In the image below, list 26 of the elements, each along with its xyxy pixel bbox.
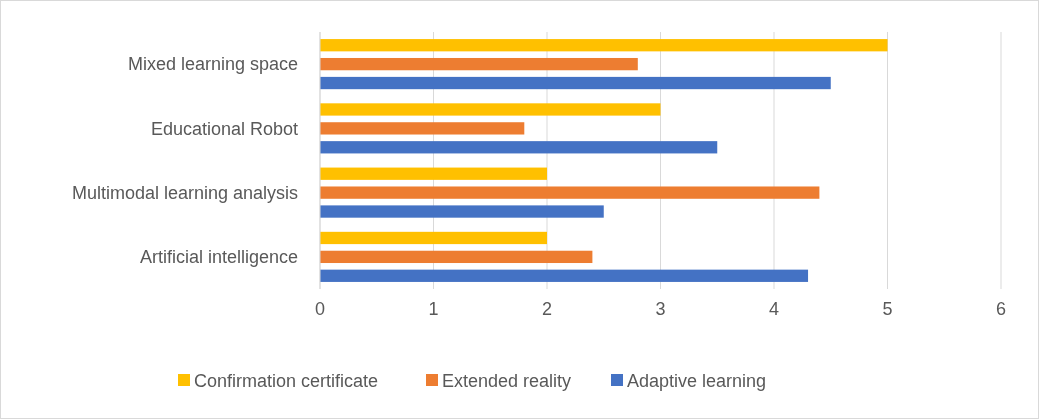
bar (320, 231, 547, 245)
bar (320, 76, 831, 90)
legend-label: Adaptive learning (627, 371, 767, 392)
x-tick-label: 6 (995, 299, 1007, 319)
legend-label: Confirmation certificate (194, 371, 379, 392)
bar (320, 39, 888, 52)
x-tick-label: 3 (655, 299, 666, 319)
y-tick-label: Artificial intelligence (139, 247, 298, 268)
x-tick-label: 2 (541, 299, 553, 319)
bar (320, 103, 661, 116)
y-tick-label: Educational Robot (150, 118, 298, 139)
bar (320, 167, 547, 180)
bar (320, 186, 820, 199)
x-tick-label: 4 (768, 299, 780, 319)
bar (320, 205, 604, 218)
y-tick-label: Multimodal learning analysis (71, 182, 298, 203)
bar (320, 141, 718, 154)
y-tick-label: Mixed learning space (127, 54, 298, 75)
x-tick-label: 5 (882, 299, 893, 319)
x-tick-label: 1 (428, 299, 439, 319)
bar (320, 122, 525, 135)
x-tick-label: 0 (314, 299, 326, 319)
bar (320, 269, 809, 282)
legend-label: Extended reality (442, 371, 572, 392)
bar (320, 250, 593, 264)
bar (320, 57, 638, 71)
